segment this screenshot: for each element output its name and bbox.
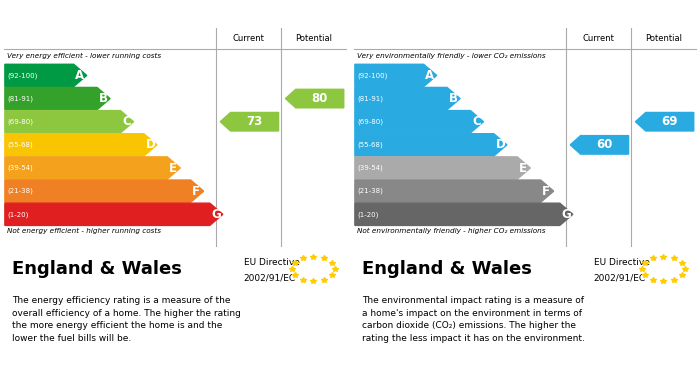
Polygon shape (5, 64, 87, 86)
Polygon shape (5, 88, 110, 110)
Text: (69-80): (69-80) (358, 118, 384, 125)
Text: Not energy efficient - higher running costs: Not energy efficient - higher running co… (7, 228, 161, 234)
Polygon shape (355, 157, 531, 179)
Polygon shape (5, 111, 134, 133)
Polygon shape (5, 180, 204, 202)
Text: 69: 69 (662, 115, 678, 128)
Text: (21-38): (21-38) (358, 188, 384, 194)
Text: (39-54): (39-54) (358, 165, 384, 171)
Text: (21-38): (21-38) (8, 188, 34, 194)
Text: 60: 60 (596, 138, 612, 151)
Text: (39-54): (39-54) (8, 165, 34, 171)
Text: The environmental impact rating is a measure of
a home's impact on the environme: The environmental impact rating is a mea… (362, 296, 585, 343)
Text: E: E (519, 161, 527, 174)
Text: (92-100): (92-100) (8, 72, 38, 79)
Text: C: C (473, 115, 481, 128)
Text: 73: 73 (246, 115, 262, 128)
Text: (1-20): (1-20) (358, 211, 379, 217)
Polygon shape (220, 113, 279, 131)
Text: (92-100): (92-100) (358, 72, 388, 79)
Text: Not environmentally friendly - higher CO₂ emissions: Not environmentally friendly - higher CO… (357, 228, 545, 234)
Polygon shape (5, 203, 223, 226)
Text: Environmental Impact (CO₂) Rating: Environmental Impact (CO₂) Rating (362, 7, 624, 21)
Polygon shape (355, 111, 484, 133)
Text: 2002/91/EC: 2002/91/EC (594, 274, 645, 283)
Text: Current: Current (233, 34, 265, 43)
Polygon shape (286, 89, 344, 108)
Text: G: G (211, 208, 221, 221)
Text: Potential: Potential (295, 34, 332, 43)
Text: A: A (426, 69, 435, 82)
Text: E: E (169, 161, 177, 174)
Text: 2002/91/EC: 2002/91/EC (244, 274, 295, 283)
Text: C: C (122, 115, 131, 128)
Text: (81-91): (81-91) (358, 95, 384, 102)
Text: G: G (561, 208, 571, 221)
Polygon shape (570, 136, 629, 154)
Polygon shape (355, 64, 437, 86)
Text: The energy efficiency rating is a measure of the
overall efficiency of a home. T: The energy efficiency rating is a measur… (12, 296, 241, 343)
Polygon shape (5, 157, 181, 179)
Text: (81-91): (81-91) (8, 95, 34, 102)
Text: F: F (542, 185, 550, 198)
Text: 80: 80 (312, 92, 328, 105)
Polygon shape (5, 134, 157, 156)
Text: F: F (193, 185, 200, 198)
Polygon shape (355, 88, 460, 110)
Text: Very energy efficient - lower running costs: Very energy efficient - lower running co… (7, 52, 161, 59)
Text: A: A (76, 69, 85, 82)
Polygon shape (355, 180, 554, 202)
Text: EU Directive: EU Directive (594, 258, 650, 267)
Polygon shape (355, 134, 507, 156)
Text: B: B (99, 92, 108, 105)
Text: B: B (449, 92, 458, 105)
Text: (55-68): (55-68) (8, 142, 34, 148)
Text: (69-80): (69-80) (8, 118, 34, 125)
Text: England & Wales: England & Wales (362, 260, 532, 278)
Text: (1-20): (1-20) (8, 211, 29, 217)
Text: Energy Efficiency Rating: Energy Efficiency Rating (12, 7, 195, 21)
Text: D: D (146, 138, 155, 151)
Text: EU Directive: EU Directive (244, 258, 300, 267)
Text: England & Wales: England & Wales (12, 260, 182, 278)
Polygon shape (355, 203, 573, 226)
Text: Potential: Potential (645, 34, 682, 43)
Text: D: D (496, 138, 505, 151)
Text: Current: Current (583, 34, 615, 43)
Text: Very environmentally friendly - lower CO₂ emissions: Very environmentally friendly - lower CO… (357, 52, 545, 59)
Text: (55-68): (55-68) (358, 142, 384, 148)
Polygon shape (636, 113, 694, 131)
